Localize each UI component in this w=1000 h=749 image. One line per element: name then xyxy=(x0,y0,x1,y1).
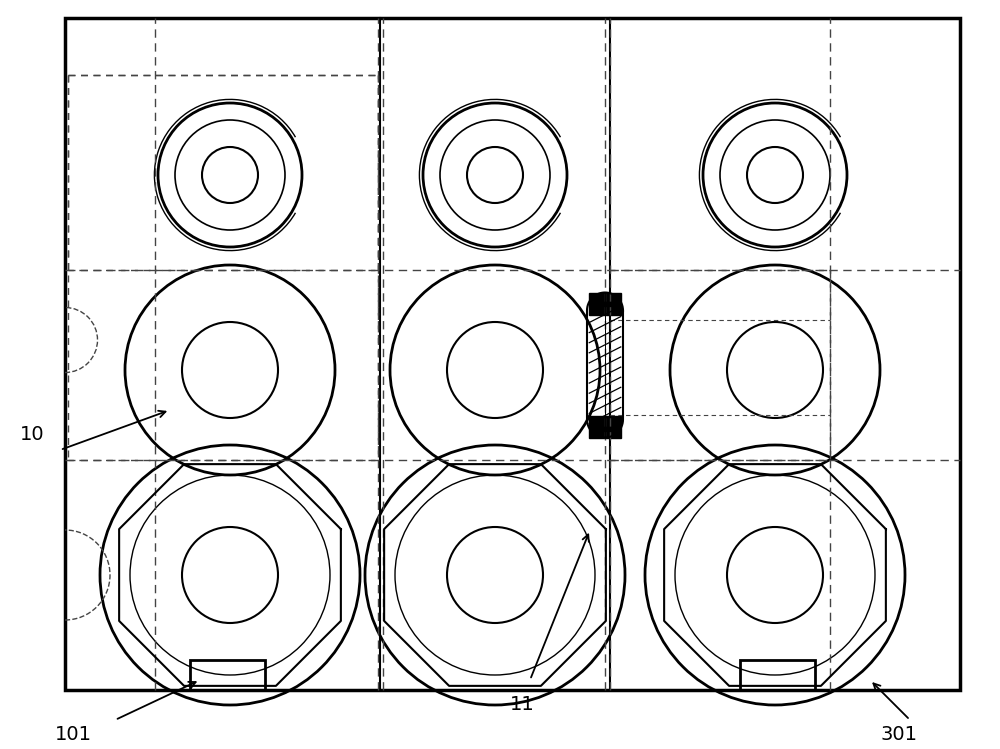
Text: 301: 301 xyxy=(880,725,917,744)
Text: 10: 10 xyxy=(20,425,45,444)
Text: 101: 101 xyxy=(55,725,92,744)
Bar xyxy=(589,293,621,315)
Bar xyxy=(589,416,621,437)
Bar xyxy=(65,18,960,690)
Bar xyxy=(740,660,815,690)
Bar xyxy=(190,660,265,690)
Text: 11: 11 xyxy=(510,695,535,714)
